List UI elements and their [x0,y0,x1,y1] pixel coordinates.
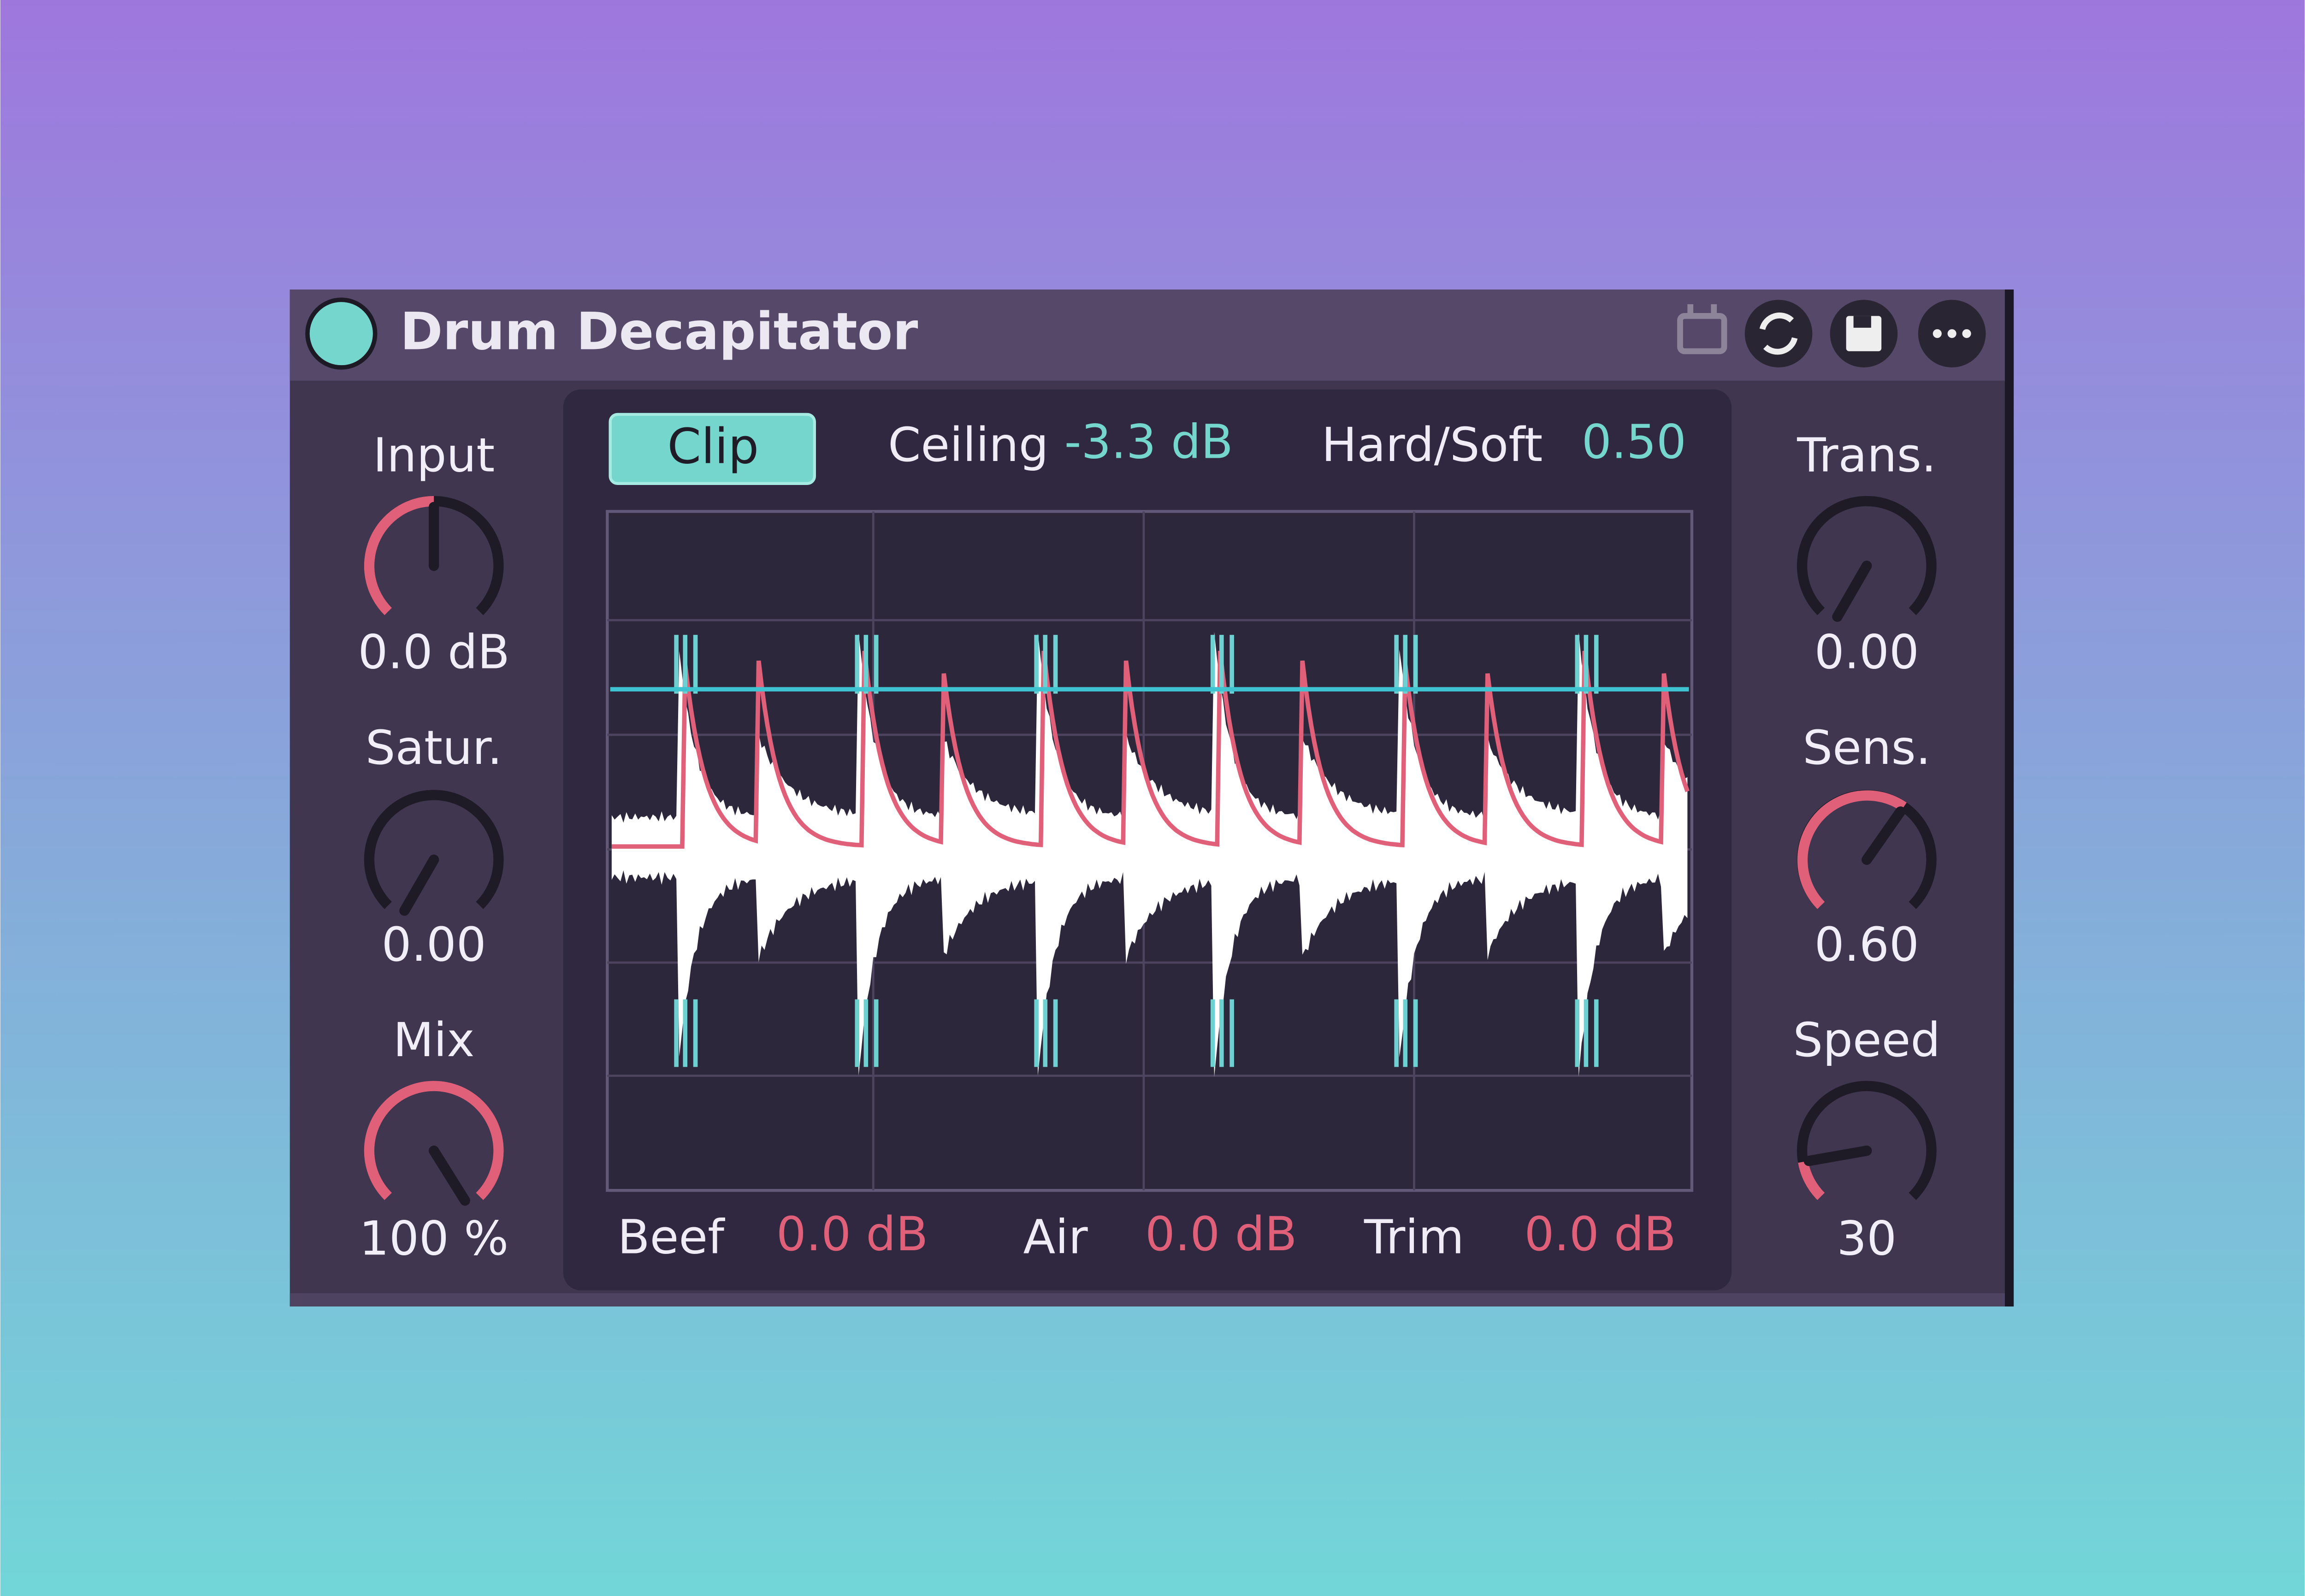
knob-value: 0.0 dB [358,625,509,680]
knob-fill [1797,790,1907,909]
knob-pointer [399,854,439,916]
more-button[interactable] [1918,300,1986,367]
knob-label: Input [373,428,495,483]
param-value[interactable]: 0.0 dB [776,1207,928,1262]
knob-pointer [1862,806,1906,865]
clip-button[interactable] [609,413,816,485]
ceiling-value[interactable]: -3.3 dB [1064,415,1233,470]
power-button[interactable] [305,297,378,370]
waveform [611,632,1688,1077]
knob-value: 0.00 [1814,625,1919,680]
bottom-controls: Beef 0.0 dB Air 0.0 dB Trim 0.0 dB [618,1207,1676,1265]
param-label: Trim [1364,1210,1464,1265]
knob-label: Mix [393,1013,475,1068]
param-value[interactable]: 0.0 dB [1145,1207,1297,1262]
save-button[interactable] [1830,300,1898,367]
knobs: Input 0.0 dB Satur. 0.00 Mix 100 % Trans. 0.00 S… [358,428,1940,1266]
knob-value: 100 % [359,1212,508,1266]
refresh-button[interactable] [1744,300,1813,367]
knob-fill [364,496,434,615]
device-title: Drum Decapitator [400,302,918,362]
knob-label: Trans. [1797,428,1936,483]
knob-pointer [1832,561,1872,622]
knob-track[interactable] [1797,1081,1937,1200]
knob-label: Speed [1793,1013,1940,1068]
knob-fill [364,1081,504,1200]
knob-value: 0.00 [382,917,486,972]
hard-soft-value[interactable]: 0.50 [1582,415,1686,470]
hotswap-icon[interactable] [1677,304,1727,355]
knob-pointer [1803,1145,1872,1166]
knob-label: Satur. [366,721,502,775]
param-label: Air [1023,1210,1087,1265]
knob-value: 0.60 [1814,917,1919,972]
param-value[interactable]: 0.0 dB [1525,1207,1676,1262]
knob-track[interactable] [1797,496,1937,615]
knob-pointer [428,1145,470,1206]
knob-value: 30 [1837,1212,1897,1266]
scope [606,510,1694,1192]
panel-bottom [290,1293,2005,1306]
envelope-line [611,650,1690,849]
param-label: Beef [618,1210,725,1265]
panel-edge [2004,290,2014,1306]
ceiling-label: Ceiling [888,418,1048,473]
clip-button-label: Clip [667,418,759,474]
knob-label: Sens. [1803,721,1931,775]
knob-track[interactable] [364,790,504,909]
knob-fill [1798,1161,1825,1200]
hard-soft-label: Hard/Soft [1322,418,1543,473]
